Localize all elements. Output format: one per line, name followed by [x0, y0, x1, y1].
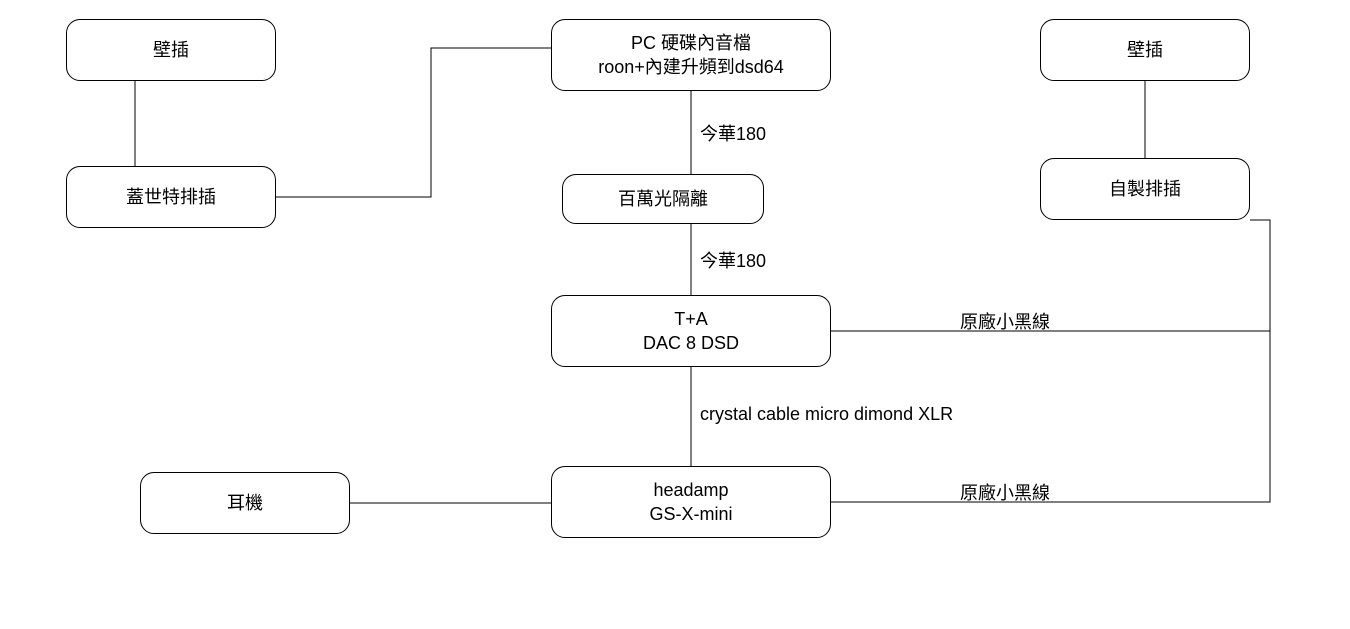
node-wall_right: 壁插 — [1040, 19, 1250, 81]
edge-label-amp_to_strip_right: 原廠小黑線 — [960, 479, 1050, 505]
edge-label-dac_to_strip_right: 原廠小黑線 — [960, 308, 1050, 334]
node-strip_right-line0: 自製排插 — [1109, 177, 1181, 201]
node-amp: headampGS-X-mini — [551, 466, 831, 538]
node-pc: PC 硬碟內音檔roon+內建升頻到dsd64 — [551, 19, 831, 91]
edge-label-optical_to_dac: 今華180 — [700, 247, 766, 273]
node-headphones: 耳機 — [140, 472, 350, 534]
edge-label-dac_to_amp: crystal cable micro dimond XLR — [700, 404, 953, 425]
edge-strip_left_to_pc — [276, 48, 551, 197]
node-wall_left-line0: 壁插 — [153, 38, 189, 62]
diagram-canvas: 今華180 今華180 crystal cable micro dimond XLR… — [0, 0, 1350, 629]
node-wall_right-line0: 壁插 — [1127, 38, 1163, 62]
node-wall_left: 壁插 — [66, 19, 276, 81]
node-dac-line0: T+A — [674, 307, 708, 331]
node-headphones-line0: 耳機 — [227, 491, 263, 515]
node-strip_left: 蓋世特排插 — [66, 166, 276, 228]
node-dac-line1: DAC 8 DSD — [643, 331, 739, 355]
node-pc-line0: PC 硬碟內音檔 — [631, 31, 751, 55]
node-optical-line0: 百萬光隔離 — [618, 187, 708, 211]
edge-dac_to_strip_right — [831, 220, 1270, 331]
edge-amp_to_strip_right — [831, 220, 1270, 502]
node-amp-line0: headamp — [653, 478, 728, 502]
edge-label-pc_to_optical: 今華180 — [700, 120, 766, 146]
node-amp-line1: GS-X-mini — [649, 502, 732, 526]
node-strip_right: 自製排插 — [1040, 158, 1250, 220]
node-optical: 百萬光隔離 — [562, 174, 764, 224]
node-pc-line1: roon+內建升頻到dsd64 — [598, 55, 784, 79]
node-strip_left-line0: 蓋世特排插 — [126, 185, 216, 209]
node-dac: T+ADAC 8 DSD — [551, 295, 831, 367]
